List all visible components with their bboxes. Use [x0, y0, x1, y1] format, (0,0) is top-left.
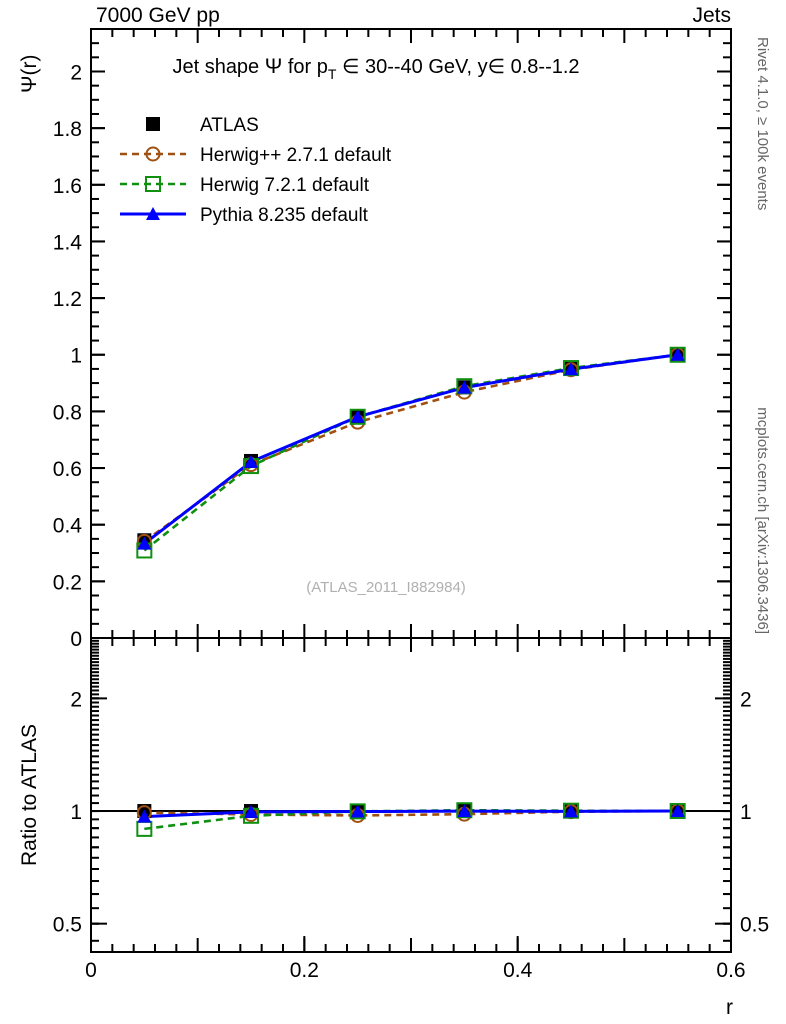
legend-marker	[145, 146, 161, 162]
main-y-tick-label: 0.4	[53, 515, 83, 538]
legend-label: ATLAS	[200, 115, 259, 136]
data-point	[350, 409, 365, 423]
data-point	[456, 802, 473, 819]
data-point	[244, 454, 258, 468]
ratio-y-tick-label-right: 1	[740, 801, 752, 824]
legend-item: Herwig 7.2.1 default	[120, 175, 370, 196]
x-tick-label: 0	[85, 959, 97, 982]
legend-marker	[145, 176, 161, 192]
legend-item: Pythia 8.235 default	[120, 205, 369, 226]
ratio-plot-frame	[90, 637, 732, 953]
title-part-b: for p	[282, 56, 328, 78]
ratio-y-tick-label-right: 0.5	[740, 914, 769, 937]
data-point	[350, 804, 365, 818]
main-y-tick-label: 0.6	[53, 458, 82, 481]
series-markers-herwig7	[136, 802, 686, 837]
title-part-subscript: T	[328, 66, 337, 82]
main-y-tick-label: 0.2	[53, 571, 82, 594]
series-markers-herwig7	[136, 346, 686, 559]
ratio-y-tick-label-right: 2	[740, 688, 752, 711]
data-point	[563, 802, 579, 819]
main-y-tick-label: 2	[70, 61, 82, 84]
title-part-psi: Ψ	[265, 55, 283, 78]
data-point	[137, 809, 152, 823]
series-markers-pythia	[137, 347, 685, 550]
main-plot-title: Jet shape Ψ for pT ∈ 30--40 GeV, y∈ 0.8-…	[172, 55, 579, 82]
x-tick-label: 0.4	[503, 959, 533, 982]
x-tick-label: 0.2	[290, 959, 319, 982]
x-tick-label: 0.6	[716, 959, 745, 982]
series-line-pythia	[143, 353, 678, 545]
series-line-herwig7	[143, 353, 678, 552]
legend-item: ATLAS	[146, 115, 259, 136]
title-part-a: Jet shape	[172, 56, 264, 78]
main-y-axis-title: Ψ(r)	[18, 54, 41, 93]
main-panel: 0 0.2 0.4 0.6 0.8 1 1.2 1.4 1.6 1.8 2 Jet shape Ψ f…	[53, 28, 732, 651]
header-left-label: 7000 GeV pp	[96, 4, 220, 27]
data-point	[244, 804, 258, 818]
main-x-ticks	[90, 29, 732, 638]
data-point	[564, 362, 578, 376]
main-y-tick-label: 1.8	[53, 118, 82, 141]
data-point	[670, 347, 685, 361]
side-label-rivet: Rivet 4.1.0, ≥ 100k events	[754, 37, 771, 210]
legend-item: Herwig++ 2.7.1 default	[120, 145, 392, 166]
main-y-tick-label: 1.4	[53, 231, 83, 254]
ratio-y-tick-label: 1	[70, 801, 82, 824]
data-point	[457, 804, 472, 818]
legend-marker	[146, 207, 160, 220]
main-y-tick-label: 1.2	[53, 288, 82, 311]
x-axis-title: r	[726, 996, 733, 1019]
main-y-ticks	[91, 28, 731, 639]
legend-marker	[146, 117, 160, 131]
main-y-tick-label: 0.8	[53, 401, 82, 424]
legend-label: Pythia 8.235 default	[200, 205, 369, 226]
data-point	[137, 536, 152, 550]
ratio-y-tick-label: 2	[70, 688, 82, 711]
series-line-pythia	[144, 809, 678, 819]
legend-label: Herwig 7.2.1 default	[200, 175, 370, 196]
ratio-y-ticks	[91, 637, 731, 942]
ratio-panel: 0.5 0.5 1 1 2 2 0 0.2 0.4 0.6	[53, 637, 769, 982]
ratio-y-axis-title: Ratio to ATLAS	[18, 724, 41, 866]
main-y-tick-label: 1.6	[53, 175, 82, 198]
title-part-c: ∈ 30--40 GeV, y∈ 0.8--1.2	[336, 56, 579, 78]
main-plot-frame	[90, 28, 732, 639]
main-y-tick-label: 1	[70, 345, 82, 368]
ratio-y-tick-label: 0.5	[53, 914, 82, 937]
legend: ATLAS Herwig++ 2.7.1 default Herwig 7.2.1 …	[120, 115, 392, 226]
data-point	[457, 380, 472, 394]
ratio-x-ticks	[90, 638, 732, 952]
header-right-label: Jets	[692, 4, 731, 27]
dataset-watermark: (ATLAS_2011_I882984)	[306, 579, 466, 596]
data-point	[349, 803, 366, 820]
series-markers-pythia	[137, 804, 685, 823]
data-point	[564, 804, 578, 818]
main-y-tick-label: 0	[70, 628, 82, 651]
data-point	[670, 804, 685, 818]
side-label-mcplots: mcplots.cern.ch [arXiv:1306.3436]	[754, 407, 771, 634]
legend-label: Herwig++ 2.7.1 default	[200, 145, 392, 166]
